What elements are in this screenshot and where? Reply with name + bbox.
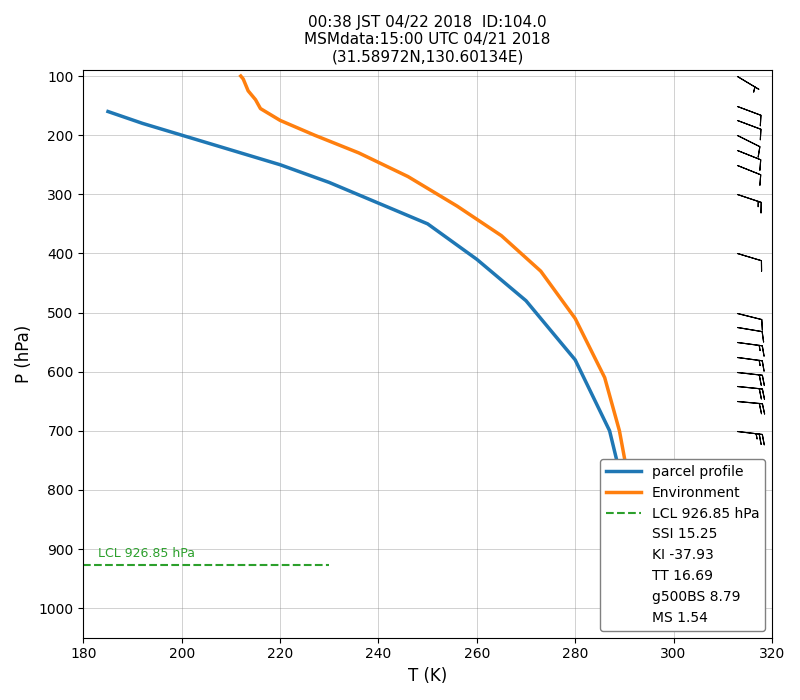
Environment	[497, 232, 506, 240]
Environment	[241, 80, 250, 89]
parcel profile	[138, 119, 147, 127]
Environment	[614, 426, 624, 435]
Environment	[570, 314, 580, 323]
Environment	[250, 95, 260, 104]
parcel profile	[103, 107, 113, 116]
Environment	[630, 522, 639, 530]
Environment	[354, 148, 363, 157]
parcel profile	[521, 297, 530, 305]
Environment	[536, 267, 546, 275]
parcel profile	[630, 545, 639, 553]
Environment	[236, 72, 246, 80]
Environment	[403, 172, 413, 181]
Line: parcel profile: parcel profile	[108, 111, 639, 579]
parcel profile	[177, 131, 186, 139]
Line: Environment: Environment	[241, 76, 637, 608]
parcel profile	[226, 146, 236, 154]
parcel profile	[472, 255, 482, 263]
Environment	[310, 131, 319, 139]
parcel profile	[325, 178, 334, 187]
parcel profile	[570, 356, 580, 364]
Environment	[632, 604, 642, 612]
parcel profile	[605, 426, 614, 435]
Environment	[275, 116, 285, 125]
Environment	[256, 104, 266, 113]
Title: 00:38 JST 04/22 2018  ID:104.0
MSMdata:15:00 UTC 04/21 2018
(31.58972N,130.60134: 00:38 JST 04/22 2018 ID:104.0 MSMdata:15…	[305, 15, 551, 65]
X-axis label: T (K): T (K)	[408, 667, 447, 685]
Environment	[238, 75, 248, 83]
parcel profile	[622, 498, 632, 506]
parcel profile	[374, 199, 383, 207]
Environment	[452, 202, 462, 210]
Legend: parcel profile, Environment, LCL 926.85 hPa, SSI 15.25, KI -37.93, TT 16.69, g50: parcel profile, Environment, LCL 926.85 …	[600, 459, 765, 631]
parcel profile	[634, 575, 644, 583]
Environment	[600, 373, 610, 382]
parcel profile	[275, 160, 285, 169]
Environment	[243, 87, 253, 95]
Text: LCL 926.85 hPa: LCL 926.85 hPa	[98, 547, 195, 560]
Y-axis label: P (hPa): P (hPa)	[15, 325, 33, 383]
parcel profile	[423, 220, 433, 228]
Environment	[625, 480, 634, 488]
